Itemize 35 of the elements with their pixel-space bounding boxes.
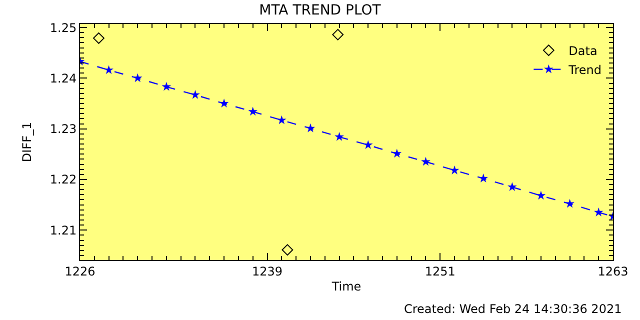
point [282,244,294,256]
x-tick-label: 1239 [252,264,283,278]
point [190,90,200,99]
y-tick-label: 1.24 [50,71,77,86]
y-tick-label: 1.23 [50,122,77,136]
text: Created: Wed Feb 24 14:30:36 2021 [404,302,622,316]
y-tick-label: 1.21 [50,223,77,238]
point [478,174,488,182]
point [132,73,142,82]
point [363,140,373,149]
point [565,198,574,208]
point [421,156,430,166]
x-tick-label: 1263 [598,264,628,278]
point [162,82,172,91]
legend-label: Trend [568,62,602,77]
point [277,115,286,124]
legend-label: Data [568,44,598,58]
chart-title: MTA TREND PLOT [259,2,382,19]
point [392,148,402,158]
y-axis-title: DIFF_1 [20,122,34,162]
point [450,165,460,174]
point [219,98,229,108]
x-tick-label: 1251 [424,264,456,278]
point [332,28,344,40]
point [594,207,604,216]
x-tick-label: 1226 [64,264,96,278]
point [306,123,316,132]
point [508,182,517,192]
x-axis-title: Time [330,279,362,294]
y-tick-label: 1.22 [50,172,77,187]
y-tick-label: 1.25 [50,20,77,35]
point [248,106,258,116]
point [536,190,546,200]
point [334,132,344,141]
point [93,32,104,44]
